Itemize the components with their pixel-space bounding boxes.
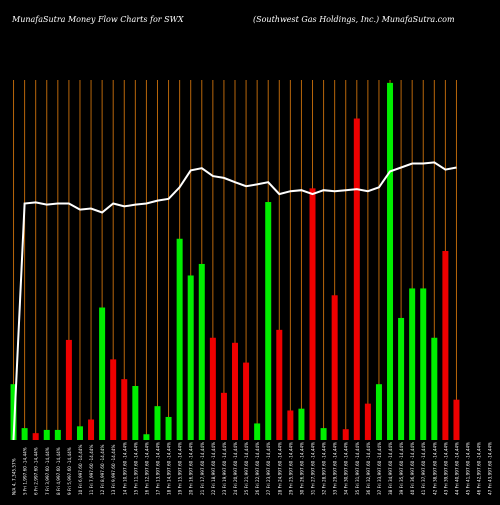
money-flow-bar bbox=[375, 384, 382, 440]
x-tick-label: 23 Fri 19,997.60 -14,44% bbox=[222, 442, 227, 495]
money-flow-bar bbox=[453, 399, 460, 440]
money-flow-bar bbox=[32, 433, 39, 440]
x-tick-label: 30 Fri 26,997.60 -14,44% bbox=[299, 442, 304, 495]
x-tick-label: 32 Fri 28,997.60 -14,44% bbox=[322, 442, 327, 495]
money-flow-bar bbox=[265, 202, 272, 440]
money-flow-bar bbox=[121, 379, 128, 440]
money-flow-line bbox=[12, 161, 457, 441]
x-tick-label: 15 Fri 11,997.60 -14,44% bbox=[133, 442, 138, 495]
x-tick-label: 44 Fri 40,997.60 -14,44% bbox=[454, 442, 459, 495]
x-tick-label: 10 Fri 6,997.60 -14,44% bbox=[78, 445, 83, 495]
money-flow-bar bbox=[320, 428, 327, 440]
money-flow-bar bbox=[243, 362, 250, 440]
x-tick-label: 24 Fri 20,997.60 -14,44% bbox=[233, 442, 238, 495]
money-flow-bar bbox=[65, 339, 72, 440]
x-tick-label: 16 Fri 12,997.60 -14,44% bbox=[144, 442, 149, 495]
money-flow-bar bbox=[209, 337, 216, 440]
money-flow-bar bbox=[364, 403, 371, 440]
money-flow-bar bbox=[232, 342, 238, 440]
money-flow-bar bbox=[398, 317, 405, 440]
x-tick-label: 17 Fri 13,997.60 -14,44% bbox=[155, 442, 160, 495]
money-flow-bar bbox=[88, 419, 95, 440]
money-flow-bar bbox=[342, 429, 349, 440]
x-tick-label: 19 Fri 15,997.60 -14,44% bbox=[178, 442, 183, 495]
x-tick-label: 14 Fri 10,997.60 -14,44% bbox=[122, 442, 127, 495]
x-tick-label: 9 Fri 5,997.60 -14,44% bbox=[67, 447, 72, 495]
x-tick-label: 35 Fri 31,997.60 -14,44% bbox=[355, 442, 360, 495]
money-flow-bar bbox=[76, 426, 83, 440]
money-flow-bar bbox=[10, 384, 17, 440]
money-flow-bar bbox=[110, 359, 117, 440]
money-flow-bar bbox=[353, 118, 360, 441]
money-flow-bar bbox=[431, 337, 438, 440]
x-tick-label: 34 Fri 30,997.60 -14,44% bbox=[344, 442, 349, 495]
x-tick-label: 22 Fri 18,997.60 -14,44% bbox=[211, 442, 216, 495]
money-flow-bar bbox=[287, 410, 294, 440]
x-tick-label: 46 Fri 42,997.60 -14,44% bbox=[477, 442, 482, 495]
x-tick-label: 26 Fri 22,997.60 -14,44% bbox=[255, 442, 260, 495]
chart-subtitle: (Southwest Gas Holdings, Inc.) MunafaSut… bbox=[253, 15, 455, 24]
x-tick-label: 5 Fri 1,997.60 -14,44% bbox=[23, 447, 28, 495]
x-tick-label: 38 Fri 34,997.60 -14,44% bbox=[388, 442, 393, 495]
x-tick-label: 39 Fri 35,997.60 -14,44% bbox=[399, 442, 404, 495]
money-flow-bar bbox=[132, 386, 139, 440]
x-tick-label: 36 Fri 32,997.60 -14,44% bbox=[366, 442, 371, 495]
x-tick-label: 12 Fri 8,997.60 -14,44% bbox=[100, 445, 105, 495]
money-flow-bar bbox=[198, 263, 205, 440]
x-tick-label: N/A 4, 7,345.57% bbox=[12, 458, 17, 495]
x-tick-label: 7 Fri 3,997.60 -14,44% bbox=[45, 447, 50, 495]
money-flow-bar bbox=[21, 428, 28, 440]
money-flow-bar bbox=[220, 392, 227, 440]
x-tick-label: 28 Fri 24,997.60 -14,44% bbox=[277, 442, 282, 495]
money-flow-bar bbox=[298, 408, 305, 440]
money-flow-bar bbox=[43, 429, 50, 440]
x-tick-label: 20 Fri 16,997.60 -14,44% bbox=[189, 442, 194, 495]
x-tick-label: 27 Fri 23,997.60 -14,44% bbox=[266, 442, 271, 495]
x-tick-label: 25 Fri 21,997.60 -14,44% bbox=[244, 442, 249, 495]
x-tick-label: 13 Fri 9,997.60 -14,44% bbox=[111, 445, 116, 495]
money-flow-bar bbox=[99, 307, 106, 440]
money-flow-bar bbox=[276, 329, 283, 440]
money-flow-bars bbox=[10, 82, 460, 441]
money-flow-bar bbox=[154, 406, 161, 440]
x-tick-label: 11 Fri 7,997.60 -14,44% bbox=[89, 445, 94, 495]
money-flow-bar bbox=[387, 82, 394, 440]
money-flow-bar bbox=[420, 288, 427, 440]
x-tick-label: 42 Fri 38,997.60 -14,44% bbox=[432, 442, 437, 495]
x-tick-label: 40 Fri 36,997.60 -14,44% bbox=[410, 442, 415, 495]
x-tick-label: 29 Fri 25,997.60 -14,44% bbox=[288, 442, 293, 495]
chart-title: MunafaSutra Money Flow Charts for SWX bbox=[11, 15, 184, 24]
money-flow-bar bbox=[442, 251, 449, 440]
x-tick-label: 41 Fri 37,997.60 -14,44% bbox=[421, 442, 426, 495]
x-tick-label: 47 Fri 43,997.60 -14,44% bbox=[488, 442, 493, 495]
x-tick-label: 21 Fri 17,997.60 -14,44% bbox=[200, 442, 205, 495]
money-flow-bar bbox=[54, 429, 61, 440]
money-flow-bar bbox=[165, 416, 172, 440]
x-tick-label: 6 Fri 2,997.60 -14,44% bbox=[34, 447, 39, 495]
money-flow-bar bbox=[254, 423, 261, 440]
x-tick-label: 45 Fri 41,997.60 -14,44% bbox=[466, 442, 471, 495]
x-tick-label: 8 Fri 4,997.60 -14,44% bbox=[56, 447, 61, 495]
x-tick-label: 31 Fri 27,997.60 -14,44% bbox=[311, 442, 316, 495]
money-flow-bar bbox=[309, 188, 316, 440]
money-flow-bar bbox=[409, 288, 416, 440]
money-flow-bar bbox=[331, 295, 338, 440]
x-tick-label: 37 Fri 33,997.60 -14,44% bbox=[377, 442, 382, 495]
x-tick-label: 18 Fri 14,997.60 -14,44% bbox=[167, 442, 172, 495]
money-flow-bar bbox=[187, 275, 194, 440]
x-tick-labels: N/A 4, 7,345.57% 5 Fri 1,997.60 -14,44% 6 … bbox=[12, 442, 493, 495]
x-tick-label: 43 Fri 39,997.60 -14,44% bbox=[443, 442, 448, 495]
money-flow-bar bbox=[176, 238, 183, 440]
x-tick-label: 33 Fri 29,997.60 -14,44% bbox=[333, 442, 338, 495]
money-flow-bar bbox=[143, 434, 150, 440]
